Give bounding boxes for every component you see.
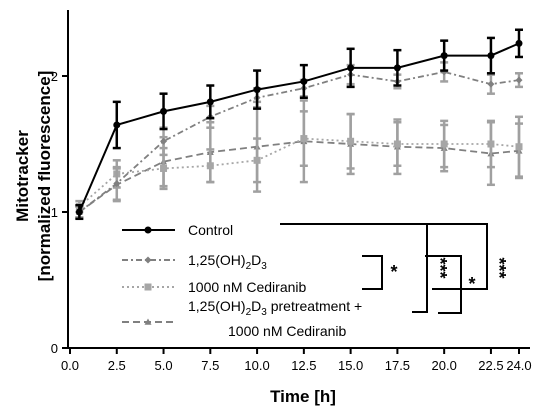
data-point [393,140,401,148]
data-point [253,156,261,164]
data-point [487,52,495,60]
significance-marker: * [390,262,397,282]
bracket-control-vs-combo [280,223,428,313]
data-point [160,107,168,115]
legend-label: 1,25(OH)2D3 [188,252,267,272]
significance-marker: *** [489,257,509,278]
x-tick-label: 17.5 [385,358,410,373]
legend-item: 1,25(OH)2D3 pretreatment + 1000 nM Cedira… [122,298,362,339]
data-point [487,140,495,148]
y-tick-label: 2 [51,69,58,84]
legend-label: Control [188,222,233,238]
data-point [144,226,152,234]
x-tick-label: 12.5 [291,358,316,373]
data-point [515,76,523,84]
legend-label: 1,25(OH)2D3 pretreatment + [188,298,362,318]
data-point [393,64,401,72]
data-point [144,283,152,291]
y-tick-label: 0 [51,341,58,356]
data-point [300,77,308,85]
data-point [253,86,261,94]
data-point [206,98,214,106]
bracket-cediranib-vs-vitd [362,255,383,290]
x-tick-label: 7.5 [201,358,219,373]
x-tick-label: 10.0 [244,358,269,373]
x-tick-label: 0.0 [61,358,79,373]
data-point [144,256,152,264]
series-line [78,42,520,213]
x-tick-label: 15.0 [338,358,363,373]
legend-item: 1,25(OH)2D3 [122,252,267,272]
series-1 [75,28,523,221]
y-axis-title-line2: [normalized fluorescence] [35,71,54,282]
data-point [206,162,214,170]
data-point [160,137,168,145]
legend-item: Control [122,222,233,238]
x-tick-label: 2.5 [108,358,126,373]
series-2 [75,61,523,219]
bracket-control-vs-cediranib [427,223,488,290]
series-line [78,137,520,208]
data-point [347,137,355,145]
data-point [144,318,152,325]
x-axis-title: Time [h] [270,387,336,406]
legend-label-line2: 1000 nM Cediranib [228,323,347,339]
x-tick-label: 5.0 [155,358,173,373]
data-point [347,64,355,72]
x-tick-label: 20.0 [432,358,457,373]
data-point [160,164,168,172]
data-point [515,143,523,151]
legend-label: 1000 nM Cediranib [188,279,307,295]
data-point [75,208,83,216]
data-point [440,52,448,60]
data-point [113,179,121,187]
x-tick-label: 22.5 [478,358,503,373]
data-point [487,80,495,88]
y-tick-label: 1 [51,205,58,220]
data-point [440,140,448,148]
series-3 [75,110,523,214]
legend-item: 1000 nM Cediranib [122,279,307,295]
data-point [113,121,121,129]
x-tick-label: 24.0 [506,358,531,373]
significance-marker: *** [430,257,450,278]
significance-marker: * [468,274,475,294]
series-line [78,140,520,213]
series-layer [75,28,523,221]
y-axis-title-line1: Mitotracker [13,130,32,222]
significance-brackets: * ******* [280,223,509,314]
data-point [515,39,523,47]
data-point [300,135,308,143]
bracket-vitd-vs-combo [425,255,462,314]
